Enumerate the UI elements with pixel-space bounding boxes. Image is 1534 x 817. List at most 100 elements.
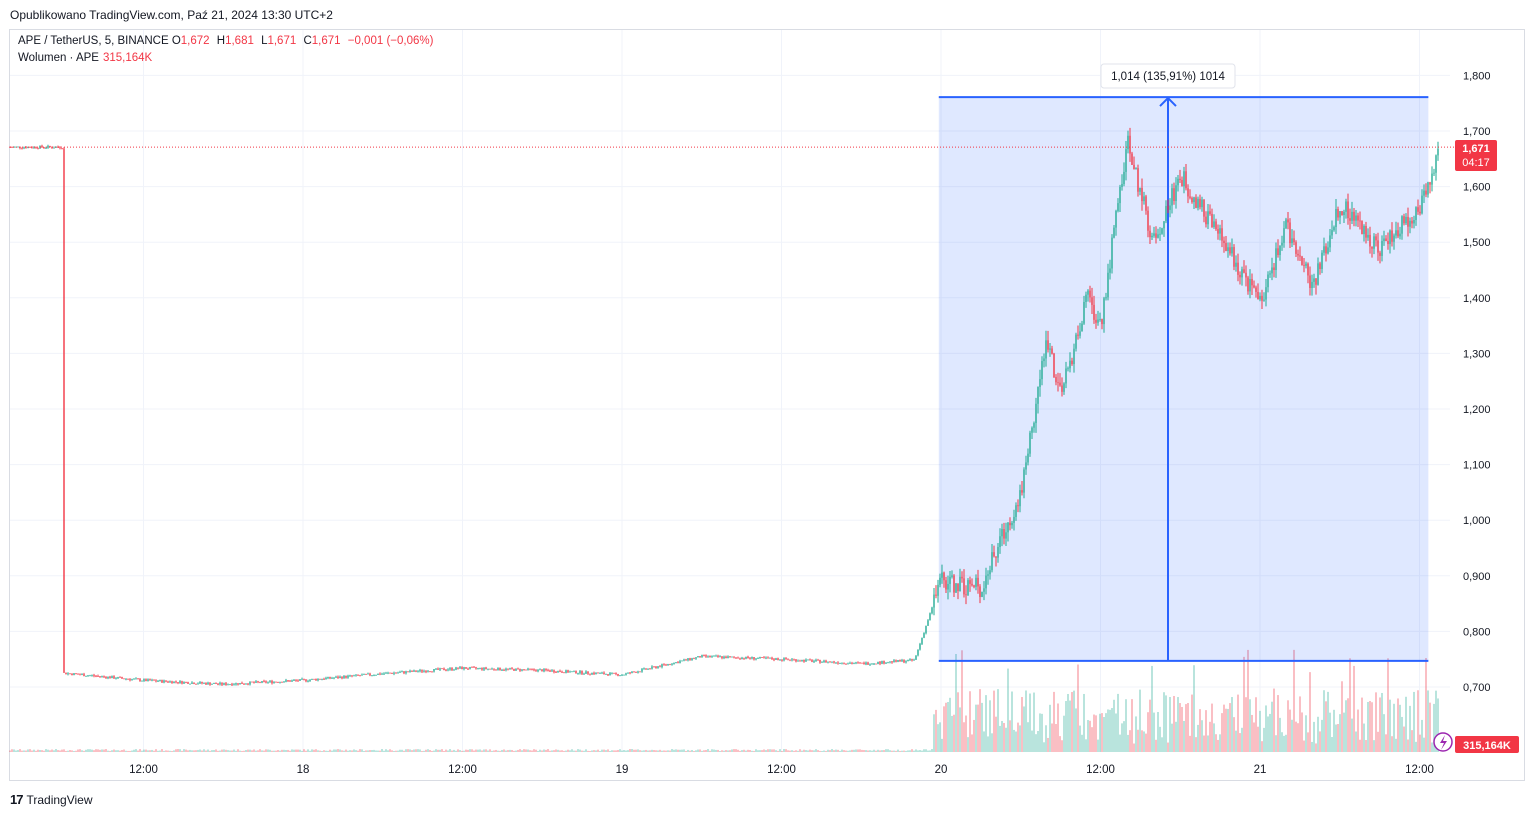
candle-body (1229, 247, 1231, 254)
volume-bar (493, 750, 495, 752)
candle-body (1249, 278, 1251, 292)
volume-bar (487, 750, 489, 752)
volume-bar (823, 750, 825, 752)
candle-body (859, 662, 861, 664)
volume-bar (1399, 704, 1401, 752)
volume-bar (637, 749, 639, 752)
volume-bar (321, 750, 323, 752)
candle-body (1309, 275, 1311, 289)
candle-body (185, 681, 187, 683)
candle-body (899, 659, 901, 662)
volume-bar (719, 750, 721, 752)
volume-bar (357, 750, 359, 752)
candle-body (1027, 453, 1029, 463)
volume-bar (345, 749, 347, 752)
volume-bar (329, 749, 331, 752)
volume-bar (1363, 723, 1365, 752)
volume-bar (883, 750, 885, 752)
candle-body (149, 679, 151, 681)
volume-bar (1207, 735, 1209, 752)
candle-body (937, 584, 939, 596)
volume-bar (925, 749, 927, 752)
volume-bar (1307, 732, 1309, 752)
candle-body (229, 684, 231, 686)
candle-body (841, 662, 843, 664)
volume-bar (429, 749, 431, 752)
candle-body (1305, 263, 1307, 266)
candle-body (1423, 190, 1425, 196)
volume-bar (769, 749, 771, 752)
volume-bar (113, 749, 115, 752)
volume-bar (1149, 699, 1151, 752)
candle-body (189, 683, 191, 685)
volume-bar (1239, 733, 1241, 752)
candle-body (1405, 216, 1407, 224)
footer[interactable]: 17 TradingView (10, 792, 93, 807)
volume-bar (749, 750, 751, 752)
volume-bar (341, 750, 343, 752)
candle-body (831, 661, 833, 663)
candle-body (469, 667, 471, 669)
volume-bar (777, 750, 779, 752)
volume-bar (1145, 733, 1147, 752)
volume-bar (871, 750, 873, 752)
volume-bar (373, 749, 375, 752)
volume-bar (1369, 701, 1371, 752)
candle-body (197, 683, 199, 685)
y-tick-label: 1,700 (1463, 126, 1491, 138)
candle-body (1361, 221, 1363, 235)
volume-label: Wolumen · APE (18, 52, 99, 64)
volume-bar (337, 749, 339, 752)
chart-frame[interactable] (9, 29, 1525, 781)
candle-body (1029, 432, 1031, 454)
candle-body (353, 675, 355, 677)
candle-body (1067, 368, 1069, 370)
last-price-value: 1,671 (1462, 143, 1490, 155)
candle-body (629, 672, 631, 674)
candle-body (1259, 295, 1261, 300)
candle-body (379, 673, 381, 675)
volume-bar (1067, 693, 1069, 752)
volume-bar (61, 749, 63, 752)
candle-body (1285, 219, 1287, 229)
candle-body (699, 656, 701, 658)
volume-bar (183, 749, 185, 752)
candle-body (845, 663, 847, 665)
volume-bar (359, 749, 361, 752)
candle-body (133, 678, 135, 680)
volume-bar (835, 749, 837, 752)
volume-bar (1039, 713, 1041, 752)
volume-bar (1407, 739, 1409, 752)
candle-body (535, 670, 537, 672)
volume-bar (313, 749, 315, 752)
volume-bar (155, 749, 157, 752)
candle-body (797, 660, 799, 662)
volume-bar (1021, 697, 1023, 752)
candle-body (123, 678, 125, 680)
volume-bar (249, 749, 251, 752)
candle-body (1263, 299, 1265, 301)
volume-bar (1295, 721, 1297, 752)
candle-body (433, 669, 435, 672)
volume-bar (317, 750, 319, 752)
volume-bar (453, 749, 455, 752)
volume-bar (805, 750, 807, 752)
candle-body (517, 668, 519, 670)
candle-body (1109, 268, 1111, 273)
volume-bar (1385, 734, 1387, 752)
volume-bar (1091, 727, 1093, 752)
candle-body (25, 147, 27, 149)
volume-bar (679, 749, 681, 752)
volume-bar (977, 704, 979, 752)
volume-bar (943, 706, 945, 752)
volume-bar (1277, 695, 1279, 752)
volume-bar (1097, 739, 1099, 752)
candle-body (1267, 274, 1269, 288)
candle-body (723, 656, 725, 659)
volume-bar (1329, 712, 1331, 752)
volume-bar (1389, 699, 1391, 752)
candle-body (905, 661, 907, 663)
volume-bar (1417, 690, 1419, 752)
volume-bar (789, 750, 791, 752)
